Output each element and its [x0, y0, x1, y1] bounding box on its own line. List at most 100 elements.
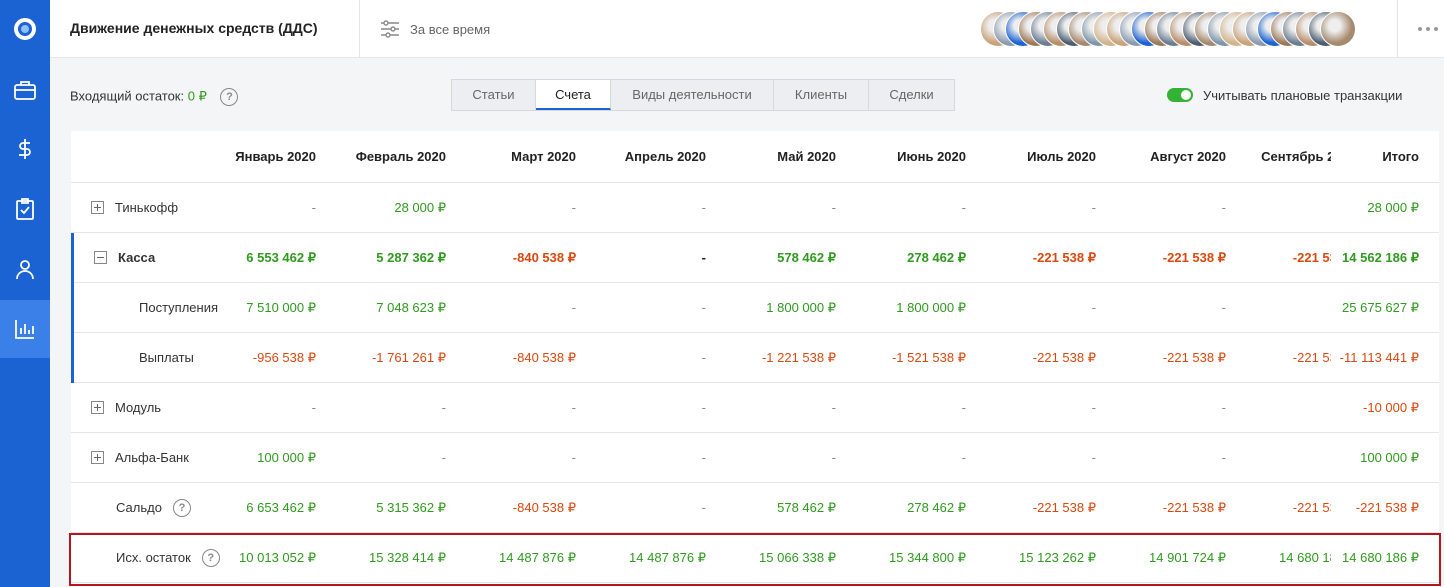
- cell-value: 6 653 462 ₽: [246, 499, 316, 515]
- icon: [16, 198, 34, 220]
- cell-value: 15 123 262 ₽: [1019, 549, 1096, 565]
- header-row: Январь 2020 Февраль 2020 Март 2020 Апрель 2…: [71, 131, 1439, 183]
- group-marker: [71, 233, 74, 383]
- icon: [14, 81, 36, 100]
- cell-value: 14 901 724 ₽: [1149, 549, 1226, 565]
- cell-total: 14 562 186 ₽: [1331, 233, 1439, 282]
- row-label: Тинькофф: [91, 183, 178, 232]
- column-header: Март 2020: [511, 149, 576, 164]
- row-label: Выплаты: [139, 333, 194, 382]
- tab[interactable]: Клиенты: [774, 80, 869, 110]
- sidebar: [0, 0, 50, 587]
- tab[interactable]: Виды деятельности: [611, 80, 774, 110]
- row-title: Касса: [118, 250, 156, 265]
- cell-value: -: [701, 350, 706, 365]
- expand-button[interactable]: [91, 451, 104, 464]
- cell-value: -: [571, 450, 576, 465]
- nav-tasks[interactable]: [0, 180, 50, 238]
- cell-total: 25 675 627 ₽: [1331, 283, 1439, 332]
- cell-value: -221 538 ₽: [1032, 499, 1096, 515]
- row-label: Поступления: [139, 283, 218, 332]
- nav-briefcase[interactable]: [0, 61, 50, 119]
- column-header: Февраль 2020: [355, 149, 446, 164]
- row-label: Альфа-Банк: [91, 433, 189, 482]
- cell-total: -11 113 441 ₽: [1331, 333, 1439, 382]
- cell-value: -: [1091, 400, 1096, 415]
- cell-total: 28 000 ₽: [1331, 183, 1439, 232]
- cell-value: -: [441, 400, 446, 415]
- cell-value: -: [1091, 450, 1096, 465]
- expand-button[interactable]: [91, 401, 104, 414]
- table-row: Выплаты -956 538 ₽ -1 761 261 ₽ -840 538 ₽ -…: [71, 333, 1439, 383]
- cell-value: -: [571, 400, 576, 415]
- opening-value: 0 ₽: [187, 88, 207, 104]
- cell-value: 28 000 ₽: [394, 199, 446, 215]
- cell-value: -: [701, 300, 706, 315]
- cell-value: -221 538 ₽: [1032, 349, 1096, 365]
- cell-value: -: [701, 250, 706, 265]
- cell-value: -221 538 ₽: [1032, 249, 1096, 265]
- toggle[interactable]: [1167, 88, 1193, 102]
- tabs: Статьи Счета Виды деятельности Клиенты Сделк…: [451, 79, 955, 111]
- cell-value: 14 487 876 ₽: [499, 549, 576, 565]
- avatar[interactable]: [1320, 11, 1357, 47]
- collapse-button[interactable]: [94, 251, 107, 264]
- cell-value: -: [701, 200, 706, 215]
- cell-value: -840 538 ₽: [512, 349, 576, 365]
- cell-value: -: [1221, 450, 1226, 465]
- filter-icon[interactable]: [380, 19, 400, 39]
- nav-reports[interactable]: [0, 300, 50, 358]
- cell-value: 1 800 000 ₽: [766, 299, 836, 315]
- cell-value: -: [311, 400, 316, 415]
- row-title: Модуль: [115, 400, 162, 415]
- column-header: Май 2020: [777, 149, 836, 164]
- cell-value: -: [1221, 200, 1226, 215]
- cell-value: -1 761 261 ₽: [371, 349, 446, 365]
- cell-value: 278 462 ₽: [907, 249, 966, 265]
- help-icon[interactable]: ?: [220, 88, 239, 106]
- cell-value: -: [701, 500, 706, 515]
- more-menu[interactable]: [1417, 26, 1439, 32]
- opening-balance: Входящий остаток: 0 ₽ ?: [70, 88, 239, 106]
- cell-value: -: [701, 400, 706, 415]
- cell-value: 278 462 ₽: [907, 499, 966, 515]
- help-icon[interactable]: ?: [172, 498, 191, 517]
- cell-value: 6 553 462 ₽: [246, 249, 316, 265]
- cell-value: 7 048 623 ₽: [376, 299, 446, 315]
- divider: [1397, 0, 1398, 58]
- nav-user[interactable]: [0, 240, 50, 298]
- row-label: Касса: [94, 233, 155, 282]
- cell-value: 14 487 876 ₽: [629, 549, 706, 565]
- tab[interactable]: Сделки: [889, 87, 934, 102]
- period-filter[interactable]: За все время: [410, 22, 491, 37]
- cell-total: -221 538 ₽: [1331, 483, 1439, 532]
- cell-value: 15 328 414 ₽: [369, 549, 446, 565]
- icon: [19, 139, 31, 159]
- divider: [359, 0, 360, 58]
- tab[interactable]: Счета: [536, 80, 611, 110]
- table-row: Модуль----------10 000 ₽: [71, 383, 1439, 433]
- cell-value: -: [1221, 400, 1226, 415]
- row-title: Сальдо: [116, 500, 162, 515]
- expand-button[interactable]: [91, 201, 104, 214]
- avatar-group[interactable]: [980, 11, 1357, 47]
- table-row: Исх. остаток? 10 013 052 ₽ 15 328 414 ₽ 14 …: [71, 533, 1439, 583]
- row-label: Модуль: [91, 383, 161, 432]
- cell-value: -: [831, 400, 836, 415]
- logo[interactable]: [0, 0, 50, 58]
- cashflow-table: Январь 2020 Февраль 2020 Март 2020 Апрель 2…: [71, 131, 1439, 587]
- cell-value: 578 462 ₽: [777, 499, 836, 515]
- tab[interactable]: Статьи: [452, 80, 536, 110]
- help-icon[interactable]: ?: [201, 548, 220, 567]
- nav-money[interactable]: [0, 120, 50, 178]
- cell-value: -: [831, 200, 836, 215]
- row-title: Выплаты: [139, 350, 194, 365]
- cell-value: -: [961, 400, 966, 415]
- page-title: Движение денежных средств (ДДС): [70, 20, 318, 36]
- toggle-label[interactable]: Учитывать плановые транзакции: [1203, 88, 1403, 103]
- table-row: Поступления 7 510 000 ₽ 7 048 623 ₽ - - 1 800…: [71, 283, 1439, 333]
- column-header: Апрель 2020: [624, 149, 706, 164]
- cell-value: 578 462 ₽: [777, 249, 836, 265]
